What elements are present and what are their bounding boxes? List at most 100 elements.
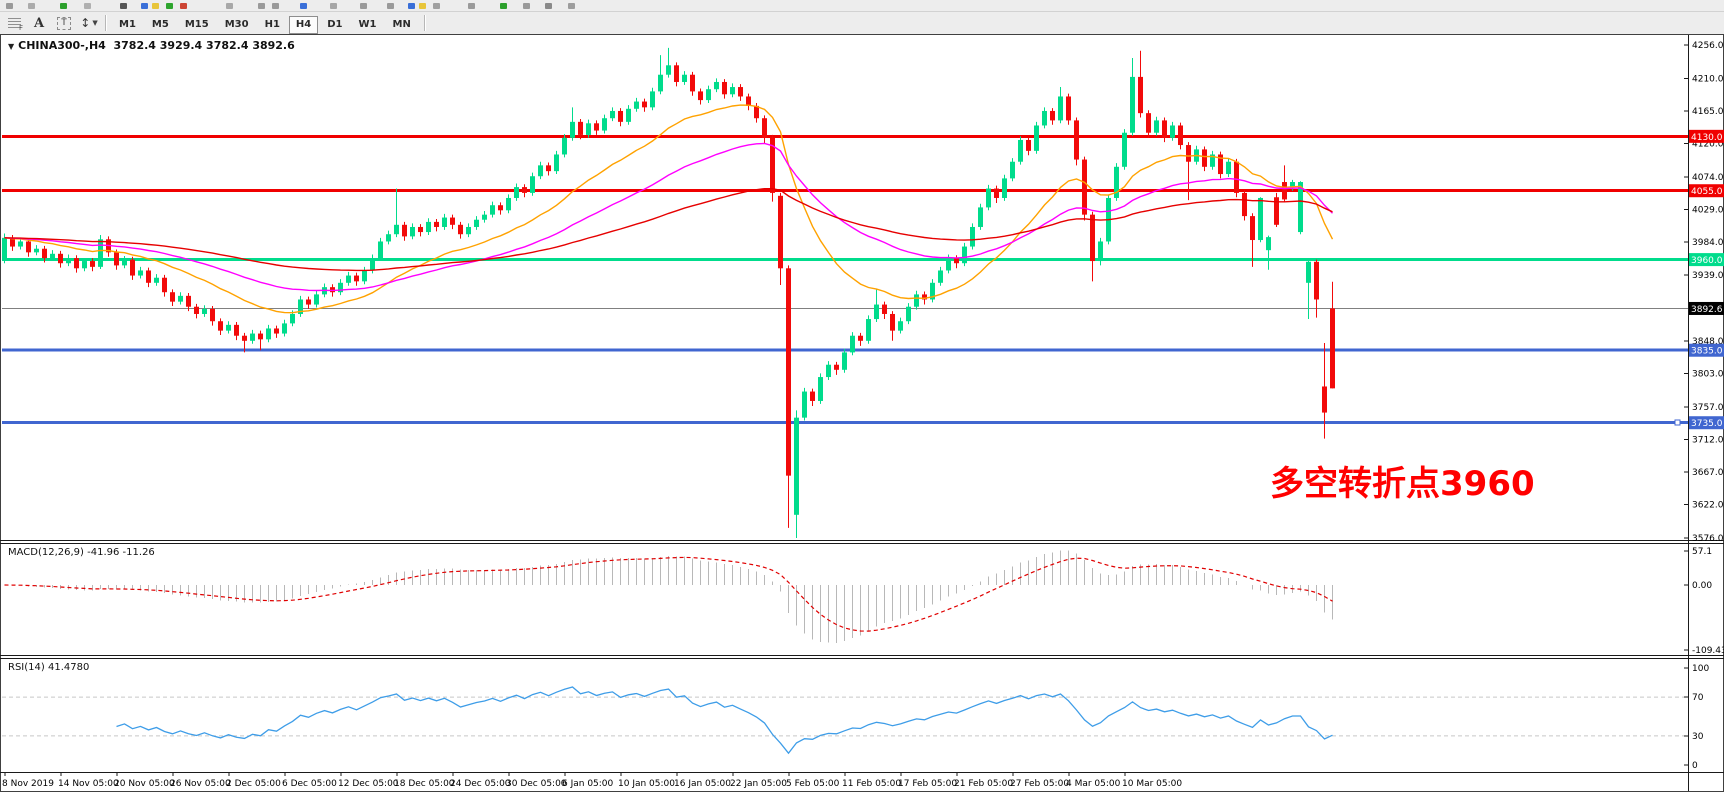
- svg-text:0.00: 0.00: [1692, 581, 1712, 591]
- clipped-toolbar-icon: [300, 3, 307, 9]
- price-label-3960.0: [1689, 253, 1724, 267]
- svg-text:3984.0: 3984.0: [1692, 238, 1724, 248]
- svg-text:3939.0: 3939.0: [1692, 271, 1724, 281]
- timeframe-button-M15[interactable]: M15: [184, 19, 209, 30]
- toolbar-main: F A T ↕ ▼ M1 M5 M15 M30 H1 H4 D1 W1 MN: [0, 12, 1724, 34]
- clipped-toolbar-icon: [568, 3, 575, 9]
- price-label-3735.0: [1689, 416, 1724, 430]
- svg-text:30: 30: [1692, 732, 1704, 742]
- svg-text:3712.0: 3712.0: [1692, 435, 1724, 445]
- clipped-toolbar-icon: [84, 3, 91, 9]
- clipped-toolbar-icon: [433, 3, 440, 9]
- svg-text:16 Jan 05:00: 16 Jan 05:00: [674, 779, 731, 789]
- timeframe-button-MN[interactable]: MN: [392, 19, 411, 30]
- clipped-toolbar-icon: [545, 3, 552, 9]
- rsi-axis: 100 70 30 0: [1684, 664, 1709, 771]
- timeframe-button-H1[interactable]: H1: [264, 19, 280, 30]
- toolbar-separator: [105, 15, 106, 31]
- svg-text:4130.0: 4130.0: [1691, 133, 1723, 143]
- price-label-3835.0: [1689, 343, 1724, 357]
- macd-histogram: [11, 550, 1334, 643]
- clipped-toolbar-icon: [226, 3, 233, 9]
- svg-text:5 Feb 05:00: 5 Feb 05:00: [786, 779, 840, 789]
- text-label-icon[interactable]: T: [53, 14, 75, 32]
- svg-text:-109.43: -109.43: [1692, 646, 1724, 656]
- rsi-value: 41.4780: [47, 662, 90, 673]
- clipped-toolbar-icon: [6, 3, 13, 9]
- chart-title: ▼ CHINA300-,H4 3782.4 3929.4 3782.4 3892.…: [8, 39, 295, 52]
- timeframe-button-M30[interactable]: M30: [224, 19, 249, 30]
- panel-borders: [0, 34, 1724, 792]
- macd-signal-line: [4, 556, 1333, 632]
- svg-text:2 Dec 05:00: 2 Dec 05:00: [226, 779, 281, 789]
- clipped-toolbar-icon: [272, 3, 279, 9]
- svg-text:4120.0: 4120.0: [1692, 140, 1724, 150]
- clipped-toolbar-icon: [258, 3, 265, 9]
- svg-text:3757.0: 3757.0: [1692, 403, 1724, 413]
- timeframe-button-M5[interactable]: M5: [151, 19, 169, 30]
- candlesticks: [2, 47, 1335, 538]
- clipped-toolbar-icon: [408, 3, 415, 9]
- timeframe-button-H4[interactable]: H4: [288, 16, 319, 34]
- svg-text:20 Nov 05:00: 20 Nov 05:00: [114, 779, 175, 789]
- price-label-4055.0: [1689, 184, 1724, 198]
- font-tool-icon[interactable]: A: [33, 15, 45, 31]
- price-label-3892.6: [1689, 301, 1724, 315]
- svg-text:3622.0: 3622.0: [1692, 501, 1724, 511]
- expert-grid-icon[interactable]: F: [3, 14, 25, 32]
- svg-text:3803.0: 3803.0: [1692, 369, 1724, 379]
- cursor-mode-icon[interactable]: ↕ ▼: [80, 16, 98, 30]
- svg-text:4029.0: 4029.0: [1692, 206, 1724, 216]
- macd-values: -41.96 -11.26: [87, 547, 155, 558]
- svg-text:4 Mar 05:00: 4 Mar 05:00: [1066, 779, 1121, 789]
- svg-text:12 Dec 05:00: 12 Dec 05:00: [338, 779, 399, 789]
- clipped-toolbar-icon: [419, 3, 426, 9]
- symbol-dropdown-icon[interactable]: ▼: [8, 42, 15, 51]
- clipped-toolbar-icon: [120, 3, 127, 9]
- horizontal-level-lines[interactable]: [2, 134, 1688, 426]
- svg-text:8 Nov 2019: 8 Nov 2019: [2, 779, 54, 789]
- clipped-toolbar-icon: [60, 3, 67, 9]
- clipped-toolbar-icon: [500, 3, 507, 9]
- svg-text:70: 70: [1692, 693, 1704, 703]
- trendline-handle: [1674, 419, 1681, 426]
- price-label-4130.0: [1689, 129, 1724, 143]
- svg-text:22 Jan 05:00: 22 Jan 05:00: [730, 779, 787, 789]
- clipped-toolbar-icon: [180, 3, 187, 9]
- svg-text:100: 100: [1692, 664, 1709, 674]
- rsi-line: [116, 686, 1333, 755]
- chart-ohlc-values: 3782.4 3929.4 3782.4 3892.6: [113, 39, 295, 52]
- svg-text:4074.0: 4074.0: [1692, 173, 1724, 183]
- timeframe-button-group: M1 M5 M15 M30 H1 H4 D1 W1 MN: [111, 12, 419, 34]
- svg-text:26 Nov 05:00: 26 Nov 05:00: [170, 779, 231, 789]
- timeframe-button-W1[interactable]: W1: [358, 19, 377, 30]
- clipped-toolbar-icon: [141, 3, 148, 9]
- svg-text:0: 0: [1692, 761, 1698, 771]
- clipped-toolbar-icon: [152, 3, 159, 9]
- svg-text:21 Feb 05:00: 21 Feb 05:00: [954, 779, 1013, 789]
- svg-text:3848.0: 3848.0: [1692, 337, 1724, 347]
- ma-mid-magenta: [4, 142, 1333, 292]
- toolbar-top-clipped: [0, 0, 1724, 12]
- chart-annotation-text: 多空转折点3960: [1270, 464, 1535, 504]
- svg-text:3576.0: 3576.0: [1692, 534, 1724, 544]
- svg-text:30 Dec 05:00: 30 Dec 05:00: [506, 779, 567, 789]
- rsi-panel-label: RSI(14) 41.4780: [8, 662, 90, 673]
- svg-text:10 Jan 05:00: 10 Jan 05:00: [618, 779, 675, 789]
- dropdown-caret-icon[interactable]: ▼: [92, 19, 98, 27]
- macd-axis: 57.1 0.00 -109.43: [1684, 547, 1724, 656]
- svg-text:3892.6: 3892.6: [1691, 305, 1723, 315]
- svg-text:3960.0: 3960.0: [1691, 256, 1723, 266]
- macd-panel-label: MACD(12,26,9) -41.96 -11.26: [8, 547, 155, 558]
- clipped-toolbar-icon: [28, 3, 35, 9]
- timeframe-button-M1[interactable]: M1: [119, 19, 136, 30]
- svg-text:3735.0: 3735.0: [1691, 419, 1723, 429]
- timeframe-button-D1[interactable]: D1: [327, 19, 343, 30]
- svg-text:24 Dec 05:00: 24 Dec 05:00: [450, 779, 511, 789]
- svg-text:3835.0: 3835.0: [1691, 347, 1723, 357]
- price-axis: 4256.0 4210.0 4165.0 4120.0 4074.0 4029.0 3984…: [1684, 41, 1724, 544]
- ma-slow-red: [4, 187, 1333, 272]
